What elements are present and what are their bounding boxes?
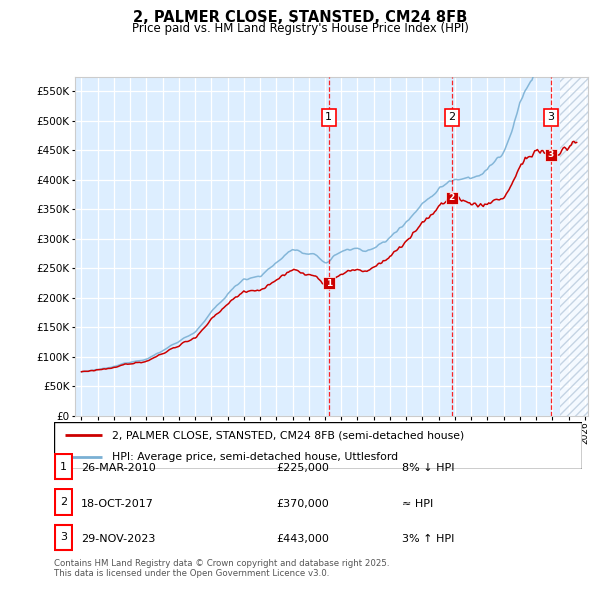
Text: 1: 1 <box>60 462 67 471</box>
Text: 3% ↑ HPI: 3% ↑ HPI <box>402 534 454 544</box>
Text: 2: 2 <box>60 497 67 507</box>
FancyBboxPatch shape <box>55 489 72 515</box>
Text: 18-OCT-2017: 18-OCT-2017 <box>81 499 154 509</box>
Text: 2: 2 <box>448 113 455 122</box>
FancyBboxPatch shape <box>55 525 72 550</box>
Text: 1: 1 <box>325 113 332 122</box>
Text: 29-NOV-2023: 29-NOV-2023 <box>81 534 155 544</box>
Text: 8% ↓ HPI: 8% ↓ HPI <box>402 463 455 473</box>
FancyBboxPatch shape <box>55 454 72 480</box>
Text: 3: 3 <box>547 113 554 122</box>
Text: £370,000: £370,000 <box>276 499 329 509</box>
Text: 3: 3 <box>60 533 67 542</box>
Text: Contains HM Land Registry data © Crown copyright and database right 2025.
This d: Contains HM Land Registry data © Crown c… <box>54 559 389 578</box>
Text: £225,000: £225,000 <box>276 463 329 473</box>
Text: 2, PALMER CLOSE, STANSTED, CM24 8FB (semi-detached house): 2, PALMER CLOSE, STANSTED, CM24 8FB (sem… <box>112 430 464 440</box>
Text: HPI: Average price, semi-detached house, Uttlesford: HPI: Average price, semi-detached house,… <box>112 453 398 462</box>
Text: 2, PALMER CLOSE, STANSTED, CM24 8FB: 2, PALMER CLOSE, STANSTED, CM24 8FB <box>133 10 467 25</box>
FancyBboxPatch shape <box>54 422 582 469</box>
Text: Price paid vs. HM Land Registry's House Price Index (HPI): Price paid vs. HM Land Registry's House … <box>131 22 469 35</box>
Text: 3: 3 <box>548 150 554 159</box>
Text: 1: 1 <box>326 278 332 288</box>
Text: 26-MAR-2010: 26-MAR-2010 <box>81 463 156 473</box>
Text: 2: 2 <box>449 193 455 202</box>
Text: ≈ HPI: ≈ HPI <box>402 499 433 509</box>
Text: £443,000: £443,000 <box>276 534 329 544</box>
